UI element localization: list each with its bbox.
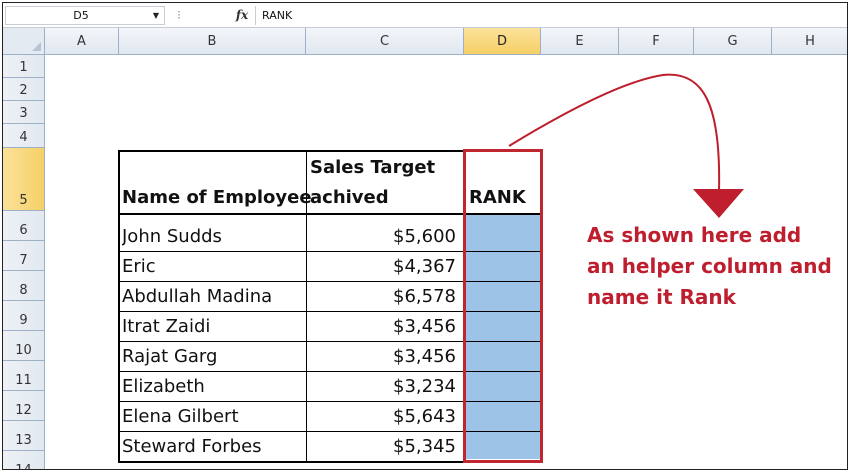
row-header-12[interactable]: 12 xyxy=(3,391,45,421)
row-divider xyxy=(119,251,541,252)
row-divider xyxy=(119,371,541,372)
employee-name-cell[interactable]: Abdullah Madina xyxy=(122,286,273,307)
column-header-g[interactable]: G xyxy=(694,28,772,55)
row-divider xyxy=(119,431,541,432)
formula-input[interactable]: RANK xyxy=(255,6,847,25)
column-header-a[interactable]: A xyxy=(45,28,119,55)
column-header-f[interactable]: F xyxy=(619,28,694,55)
rank-column-highlight xyxy=(463,149,543,463)
row-number: 12 xyxy=(15,403,32,418)
row-header-3[interactable]: 3 xyxy=(3,101,45,124)
column-header-h[interactable]: H xyxy=(772,28,847,55)
row-number: 13 xyxy=(15,433,32,448)
row-divider xyxy=(119,311,541,312)
row-header-13[interactable]: 13 xyxy=(3,421,45,451)
row-number: 3 xyxy=(19,106,28,121)
employee-name-cell[interactable]: Itrat Zaidi xyxy=(122,316,211,337)
sales-value-cell[interactable]: $4,367 xyxy=(393,256,456,277)
row-number: 14 xyxy=(15,463,32,469)
instruction-callout: As shown here add an helper column and n… xyxy=(587,220,847,313)
header-divider xyxy=(119,213,541,215)
row-number: 8 xyxy=(19,283,28,298)
row-header-1[interactable]: 1 xyxy=(3,55,45,78)
select-all-icon xyxy=(32,42,41,51)
row-header-2[interactable]: 2 xyxy=(3,78,45,101)
row-number: 11 xyxy=(15,373,32,388)
row-number: 2 xyxy=(19,83,28,98)
row-header-10[interactable]: 10 xyxy=(3,331,45,361)
function-icon[interactable]: fx xyxy=(235,8,249,22)
sales-value-cell[interactable]: $5,345 xyxy=(393,436,456,457)
row-header-8[interactable]: 8 xyxy=(3,271,45,301)
name-box[interactable]: D5 ▼ xyxy=(5,6,165,25)
employee-name-cell[interactable]: Eric xyxy=(122,256,156,277)
row-header-5[interactable]: 5 xyxy=(3,148,45,211)
employee-name-cell[interactable]: Elena Gilbert xyxy=(122,406,239,427)
column-header-d[interactable]: D xyxy=(464,28,541,55)
row-number: 5 xyxy=(19,193,28,208)
employee-name-cell[interactable]: Elizabeth xyxy=(122,376,205,397)
employee-name-cell[interactable]: Rajat Garg xyxy=(122,346,218,367)
row-header-6[interactable]: 6 xyxy=(3,211,45,241)
instruction-line-1: As shown here add xyxy=(587,223,802,247)
header-rank[interactable]: RANK xyxy=(469,187,526,208)
row-header-11[interactable]: 11 xyxy=(3,361,45,391)
row-number: 6 xyxy=(19,223,28,238)
row-header-4[interactable]: 4 xyxy=(3,124,45,148)
row-header-14[interactable]: 14 xyxy=(3,451,45,469)
header-sales-target-line1[interactable]: Sales Target xyxy=(310,157,436,178)
column-divider xyxy=(306,151,307,462)
chevron-down-icon[interactable]: ▼ xyxy=(152,11,159,20)
row-header-9[interactable]: 9 xyxy=(3,301,45,331)
column-header-c[interactable]: C xyxy=(306,28,464,55)
sales-value-cell[interactable]: $6,578 xyxy=(393,286,456,307)
rank-helper-cells[interactable] xyxy=(466,214,540,459)
instruction-line-3: name it Rank xyxy=(587,285,736,309)
header-sales-target-line2[interactable]: achived xyxy=(310,187,389,208)
select-all-button[interactable] xyxy=(3,28,45,55)
row-divider xyxy=(119,401,541,402)
row-number: 4 xyxy=(19,130,28,145)
row-number: 1 xyxy=(19,60,28,75)
header-name-of-employee[interactable]: Name of Employee xyxy=(122,187,312,208)
row-divider xyxy=(119,341,541,342)
sales-value-cell[interactable]: $3,456 xyxy=(393,316,456,337)
sales-value-cell[interactable]: $5,643 xyxy=(393,406,456,427)
column-header-b[interactable]: B xyxy=(119,28,306,55)
row-header-7[interactable]: 7 xyxy=(3,241,45,271)
column-header-e[interactable]: E xyxy=(541,28,619,55)
employee-name-cell[interactable]: Steward Forbes xyxy=(122,436,262,457)
row-number: 10 xyxy=(15,343,32,358)
sales-value-cell[interactable]: $3,456 xyxy=(393,346,456,367)
row-number: 9 xyxy=(19,313,28,328)
sales-value-cell[interactable]: $3,234 xyxy=(393,376,456,397)
employee-name-cell[interactable]: John Sudds xyxy=(122,226,222,247)
formula-bar-divider-icon: ⁝ xyxy=(177,8,181,22)
row-number: 7 xyxy=(19,253,28,268)
sales-value-cell[interactable]: $5,600 xyxy=(393,226,456,247)
spreadsheet-window: D5 ▼ ⁝ fx RANK A B C D E F G H 1 2 3 4 5… xyxy=(2,2,848,470)
row-divider xyxy=(119,281,541,282)
instruction-line-2: an helper column and xyxy=(587,254,832,278)
cell-reference: D5 xyxy=(73,9,89,22)
formula-bar: D5 ▼ ⁝ fx RANK xyxy=(3,3,847,28)
